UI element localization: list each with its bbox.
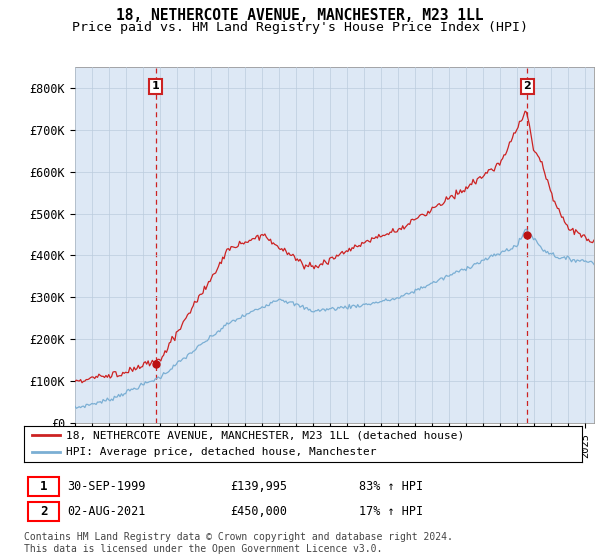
- Text: 2: 2: [523, 81, 531, 91]
- Text: 18, NETHERCOTE AVENUE, MANCHESTER, M23 1LL (detached house): 18, NETHERCOTE AVENUE, MANCHESTER, M23 1…: [66, 431, 464, 440]
- Text: 18, NETHERCOTE AVENUE, MANCHESTER, M23 1LL: 18, NETHERCOTE AVENUE, MANCHESTER, M23 1…: [116, 8, 484, 24]
- Bar: [28, 502, 59, 521]
- Text: £450,000: £450,000: [230, 505, 287, 518]
- Text: 1: 1: [40, 480, 47, 493]
- Text: 17% ↑ HPI: 17% ↑ HPI: [359, 505, 423, 518]
- Text: HPI: Average price, detached house, Manchester: HPI: Average price, detached house, Manc…: [66, 447, 376, 457]
- Text: 02-AUG-2021: 02-AUG-2021: [68, 505, 146, 518]
- Text: 2: 2: [40, 505, 47, 518]
- Bar: [28, 477, 59, 496]
- Text: 1: 1: [152, 81, 160, 91]
- Text: 30-SEP-1999: 30-SEP-1999: [68, 480, 146, 493]
- Text: £139,995: £139,995: [230, 480, 287, 493]
- Text: Contains HM Land Registry data © Crown copyright and database right 2024.
This d: Contains HM Land Registry data © Crown c…: [24, 532, 453, 554]
- Text: Price paid vs. HM Land Registry's House Price Index (HPI): Price paid vs. HM Land Registry's House …: [72, 21, 528, 34]
- Text: 83% ↑ HPI: 83% ↑ HPI: [359, 480, 423, 493]
